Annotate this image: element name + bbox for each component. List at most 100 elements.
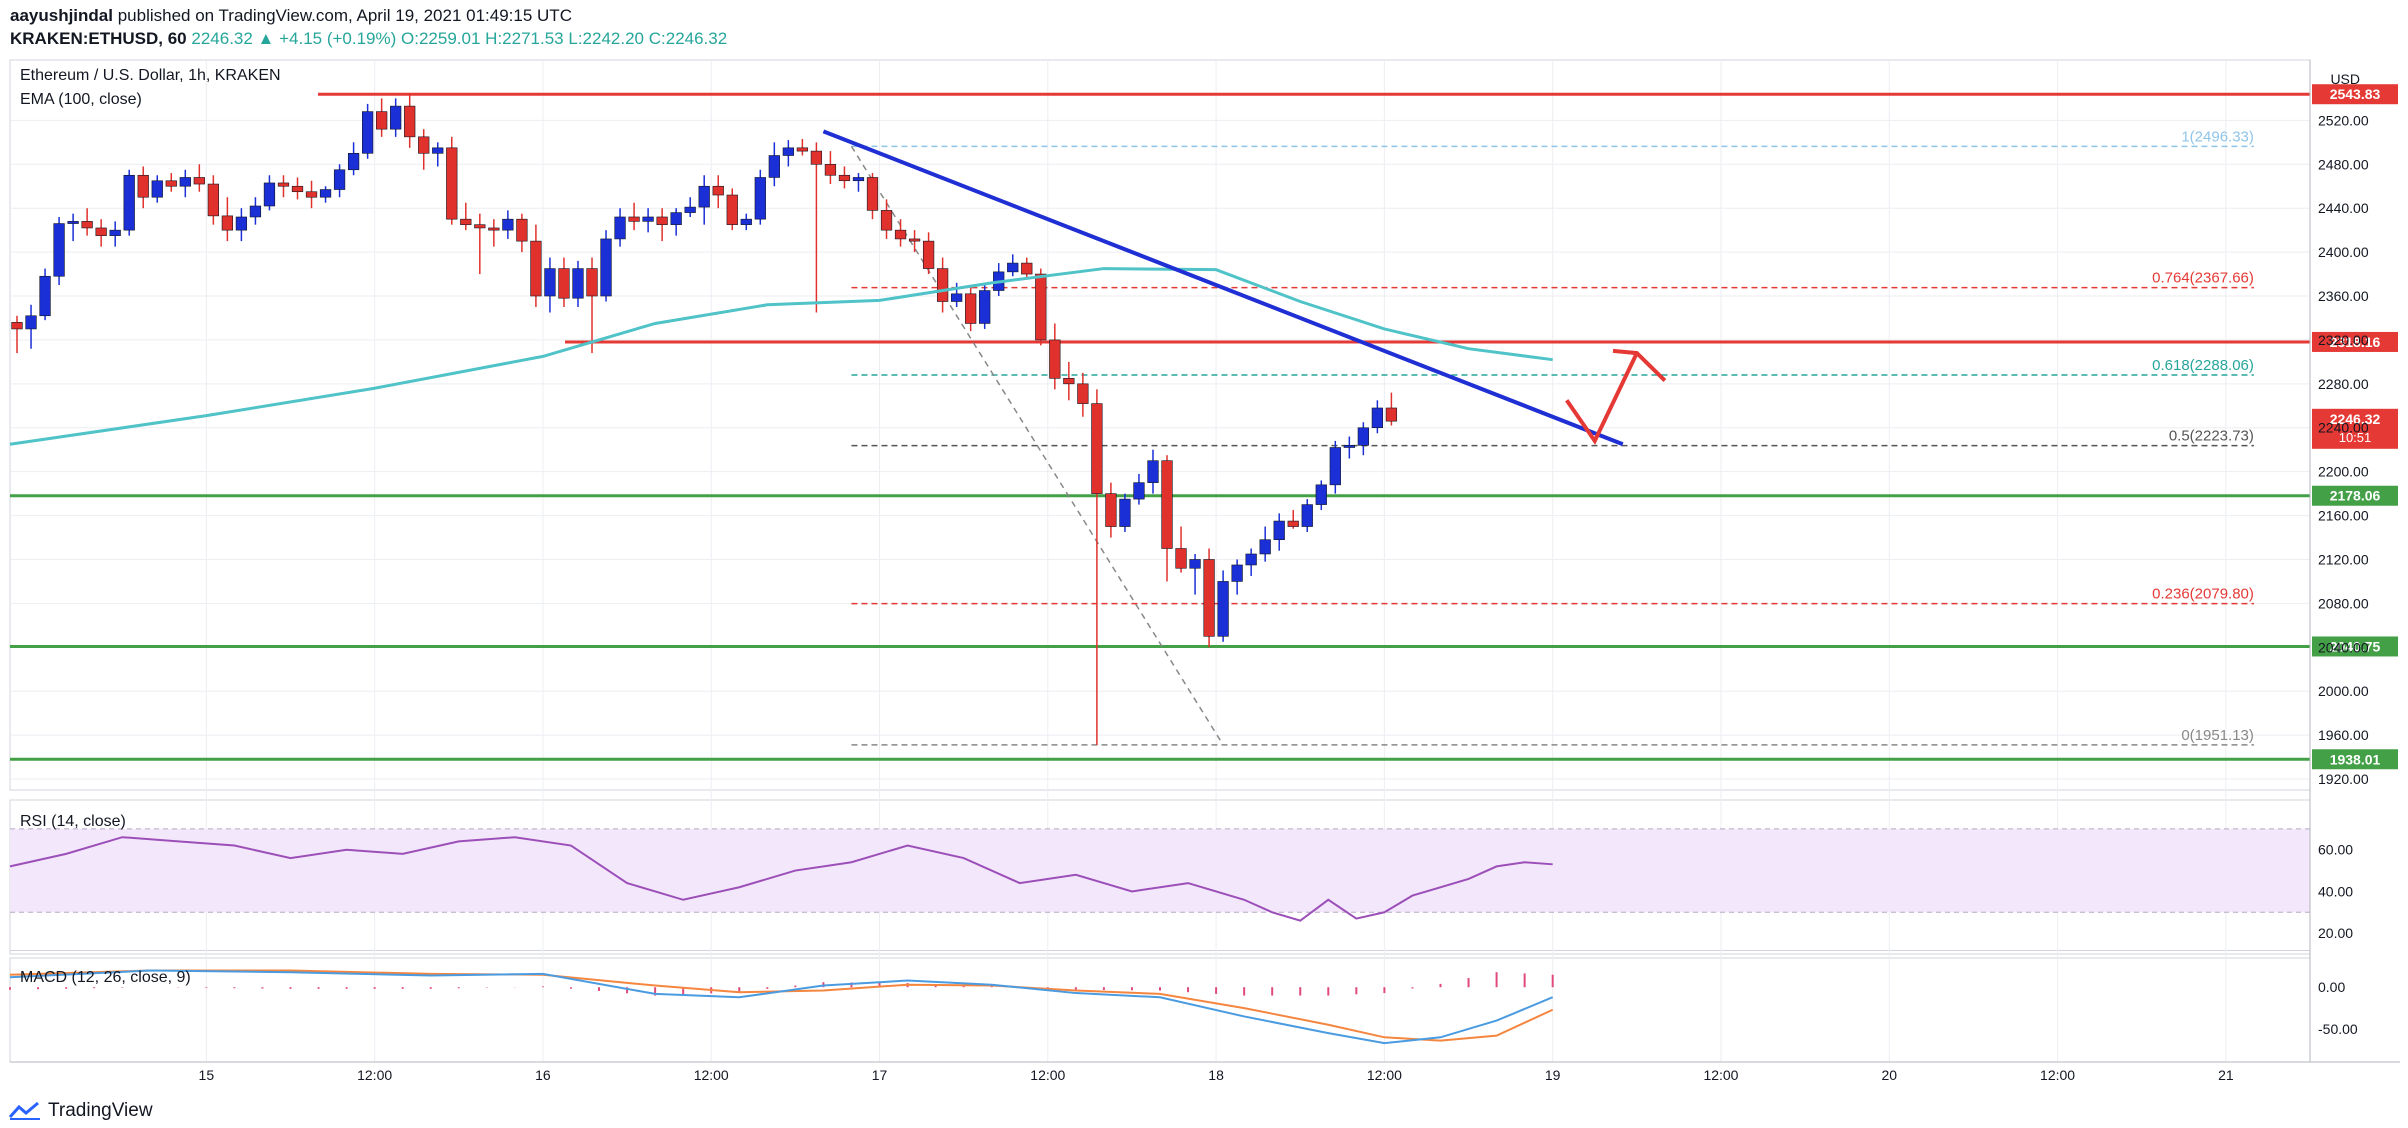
y-tick-label: 2200.00 xyxy=(2318,464,2369,480)
macd-pane: 0.00 -50.00 xyxy=(9,969,2358,1045)
candle-body xyxy=(866,177,879,211)
candle-body xyxy=(1007,262,1019,273)
y-tick-label: 2240.00 xyxy=(2318,420,2369,436)
candle-body xyxy=(558,268,570,299)
candle-body xyxy=(936,268,949,302)
candle-body xyxy=(137,174,149,198)
candle-body xyxy=(614,216,626,240)
x-tick-label: 18 xyxy=(1208,1067,1224,1083)
candle-body xyxy=(712,185,724,196)
y-tick-label: 2400.00 xyxy=(2318,244,2369,260)
y-tick-label: 2040.00 xyxy=(2318,639,2369,655)
candle-body xyxy=(1161,460,1173,549)
candle-body xyxy=(319,189,332,198)
candle-body xyxy=(796,147,809,152)
candle-body xyxy=(249,205,262,218)
price-chart[interactable]: 2543.83 2318.16 2178.06 2040.75 1938.01 1(24… xyxy=(0,54,2408,1094)
level-price-badge xyxy=(2312,636,2398,657)
candle-body xyxy=(628,216,640,222)
y-tick-label: 1960.00 xyxy=(2318,727,2369,743)
candle-body xyxy=(810,150,823,165)
candle-body xyxy=(656,216,668,225)
level-price-badge xyxy=(2312,331,2398,352)
macd-legend: MACD (12, 26, close, 9) xyxy=(20,969,191,986)
candle-body xyxy=(179,177,191,187)
x-tick-label: 20 xyxy=(1881,1067,1897,1083)
y-tick-label: 2000.00 xyxy=(2318,683,2369,699)
projection-arrow-head xyxy=(1612,348,1667,382)
candle-body xyxy=(39,275,51,317)
candle-body xyxy=(390,105,402,130)
candle-body xyxy=(1133,482,1145,500)
candle-body xyxy=(1385,407,1398,422)
candle-body xyxy=(1357,427,1369,446)
candle-body xyxy=(852,177,865,182)
candle-body xyxy=(235,216,248,231)
candle-body xyxy=(123,174,135,231)
fibonacci-levels: 1(2496.33) 0.764(2367.66) 0.618(2288.06) 0.… xyxy=(850,128,2254,746)
candle-body xyxy=(277,182,290,187)
last-price-badge xyxy=(2312,408,2398,449)
fib-level-label: 0.236(2079.80) xyxy=(2152,586,2254,603)
candle-body xyxy=(221,215,234,231)
candle-body xyxy=(951,293,963,302)
y-tick-label: 2120.00 xyxy=(2318,551,2369,567)
bearish-trendline xyxy=(822,129,1624,447)
candle-body xyxy=(1105,493,1117,527)
candle-body xyxy=(754,177,766,220)
candle-body xyxy=(979,290,991,324)
ohlc-high: H:2271.53 xyxy=(485,29,564,48)
chart-title: Ethereum / U.S. Dollar, 1h, KRAKEN xyxy=(20,67,281,84)
level-price-badge xyxy=(2312,749,2398,770)
x-tick-label: 16 xyxy=(535,1067,551,1083)
y-tick-label: 1920.00 xyxy=(2318,771,2369,787)
level-price-badge xyxy=(2312,485,2398,506)
candle-body xyxy=(698,185,710,208)
candle-body xyxy=(1301,504,1313,527)
candle-body xyxy=(838,174,851,182)
fib-level-label: 1(2496.33) xyxy=(2181,128,2254,145)
x-tick-label: 12:00 xyxy=(694,1067,729,1083)
axes: 15 12:00 16 12:00 17 12:00 18 12:00 19 12:00 20 12:… xyxy=(10,60,2400,1083)
candle-body xyxy=(53,223,65,277)
x-tick-label: 12:00 xyxy=(1030,1067,1065,1083)
chart-header: aayushjindal published on TradingView.co… xyxy=(0,0,2408,54)
candle-body xyxy=(642,216,654,222)
candle-body xyxy=(530,240,542,297)
macd-tick-label: 0.00 xyxy=(2318,979,2345,995)
ema-legend: EMA (100, close) xyxy=(20,91,142,108)
candle-body xyxy=(193,177,205,185)
candle-body xyxy=(1063,378,1075,385)
y-tick-label: 2520.00 xyxy=(2318,112,2369,128)
last-price-label: 2246.32 xyxy=(2330,411,2381,427)
candle-body xyxy=(1329,447,1341,486)
candle-body xyxy=(151,180,163,198)
candle-body xyxy=(361,111,374,154)
footer-brand-label: TradingView xyxy=(48,1100,153,1121)
candle-body xyxy=(81,221,93,229)
candle-body xyxy=(726,194,738,225)
candle-body xyxy=(165,180,177,187)
macd-signal-line xyxy=(9,969,1554,1042)
y-tick-label: 2480.00 xyxy=(2318,156,2369,172)
price-change: 2246.32 ▲ +4.15 (+0.19%) xyxy=(191,29,397,48)
pane-separator xyxy=(10,950,2310,951)
y-tick-label: 2360.00 xyxy=(2318,288,2369,304)
rsi-tick-label: 60.00 xyxy=(2318,842,2353,858)
x-tick-label: 21 xyxy=(2218,1067,2234,1083)
candle-body xyxy=(1147,460,1159,483)
publisher-name[interactable]: aayushjindal xyxy=(10,6,113,25)
y-tick-label: 2320.00 xyxy=(2318,332,2369,348)
footer-brand[interactable]: TradingView xyxy=(8,1100,153,1122)
candle-body xyxy=(404,105,416,138)
candle-body xyxy=(880,210,893,231)
candle-body xyxy=(109,229,121,236)
candle-body xyxy=(922,240,935,269)
candle-body xyxy=(418,136,430,154)
candle-body xyxy=(965,293,977,324)
level-price-badge xyxy=(2312,84,2398,105)
fib-level-label: 0.5(2223.73) xyxy=(2169,428,2254,445)
ema-line xyxy=(9,267,1553,446)
candle-body xyxy=(95,227,107,236)
candle-body xyxy=(768,155,780,178)
